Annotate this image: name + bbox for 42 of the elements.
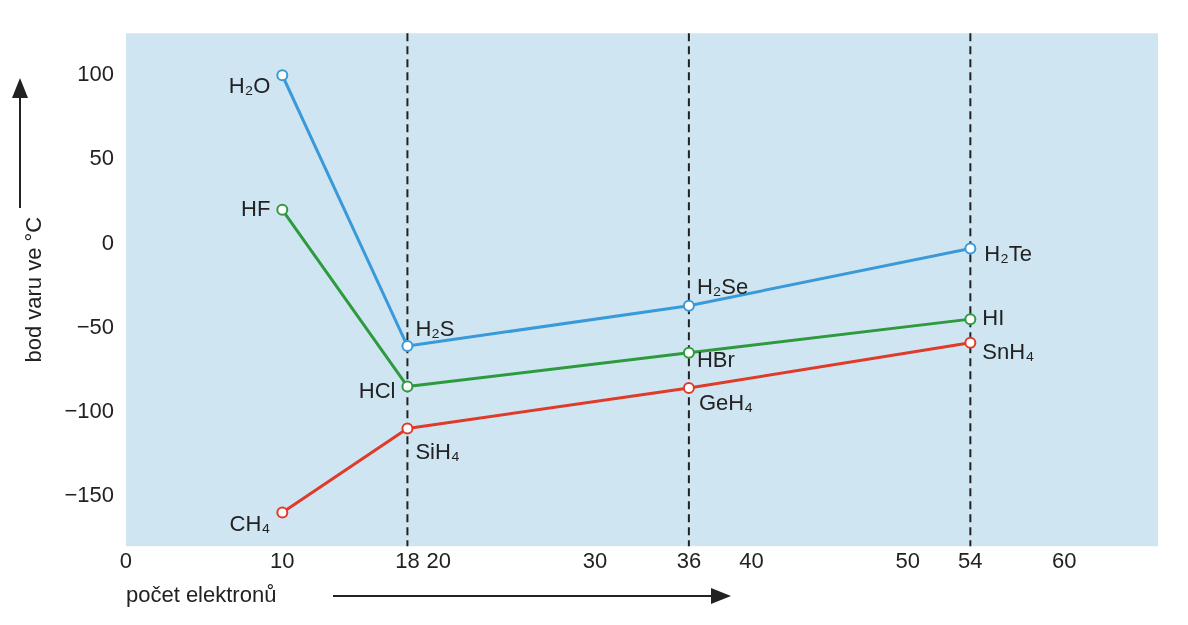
annotation: HBr — [696, 346, 735, 372]
y-tick-label: 100 — [77, 61, 114, 87]
annotation: SiH₄ — [415, 438, 460, 464]
x-tick-label: 36 — [676, 548, 702, 574]
point — [964, 336, 977, 349]
y-tick-label: 50 — [89, 145, 114, 171]
y-axis-title: bod varu ve °C — [21, 216, 47, 363]
annotation: HI — [982, 305, 1005, 331]
point — [682, 346, 695, 359]
x-tick-label: 10 — [270, 548, 295, 574]
point — [964, 313, 977, 326]
point — [401, 340, 414, 353]
x-tick-label: 50 — [895, 548, 921, 574]
x-tick-label: 18 — [395, 548, 420, 574]
point — [401, 422, 414, 435]
point — [682, 299, 695, 312]
point — [964, 242, 977, 255]
annotation: H₂Te — [984, 240, 1033, 266]
annotation: H₂Se — [696, 273, 749, 299]
x-tick-label: 20 — [426, 548, 451, 574]
x-tick-label: 30 — [582, 548, 608, 574]
annotation: GeH₄ — [698, 390, 754, 416]
annotation: HF — [241, 195, 271, 221]
point — [682, 382, 695, 395]
x-tick-label: 0 — [119, 548, 133, 574]
x-axis-title: počet elektronů — [125, 581, 277, 607]
x-tick-label: 40 — [739, 548, 764, 574]
y-tick-label: −150 — [64, 481, 114, 507]
point — [276, 506, 289, 519]
y-tick-label: −50 — [76, 313, 114, 339]
x-tick-label: 54 — [958, 548, 983, 574]
point — [401, 380, 414, 393]
annotation: SnH₄ — [982, 338, 1035, 364]
y-tick-label: 0 — [101, 229, 114, 255]
point — [276, 69, 289, 82]
point — [276, 203, 289, 216]
annotation: H₂O — [228, 73, 271, 99]
annotation: HCl — [358, 378, 396, 404]
annotation: CH₄ — [229, 510, 271, 536]
x-tick-label: 60 — [1051, 548, 1077, 574]
y-tick-label: −100 — [64, 397, 114, 423]
annotation: H₂S — [415, 316, 455, 342]
